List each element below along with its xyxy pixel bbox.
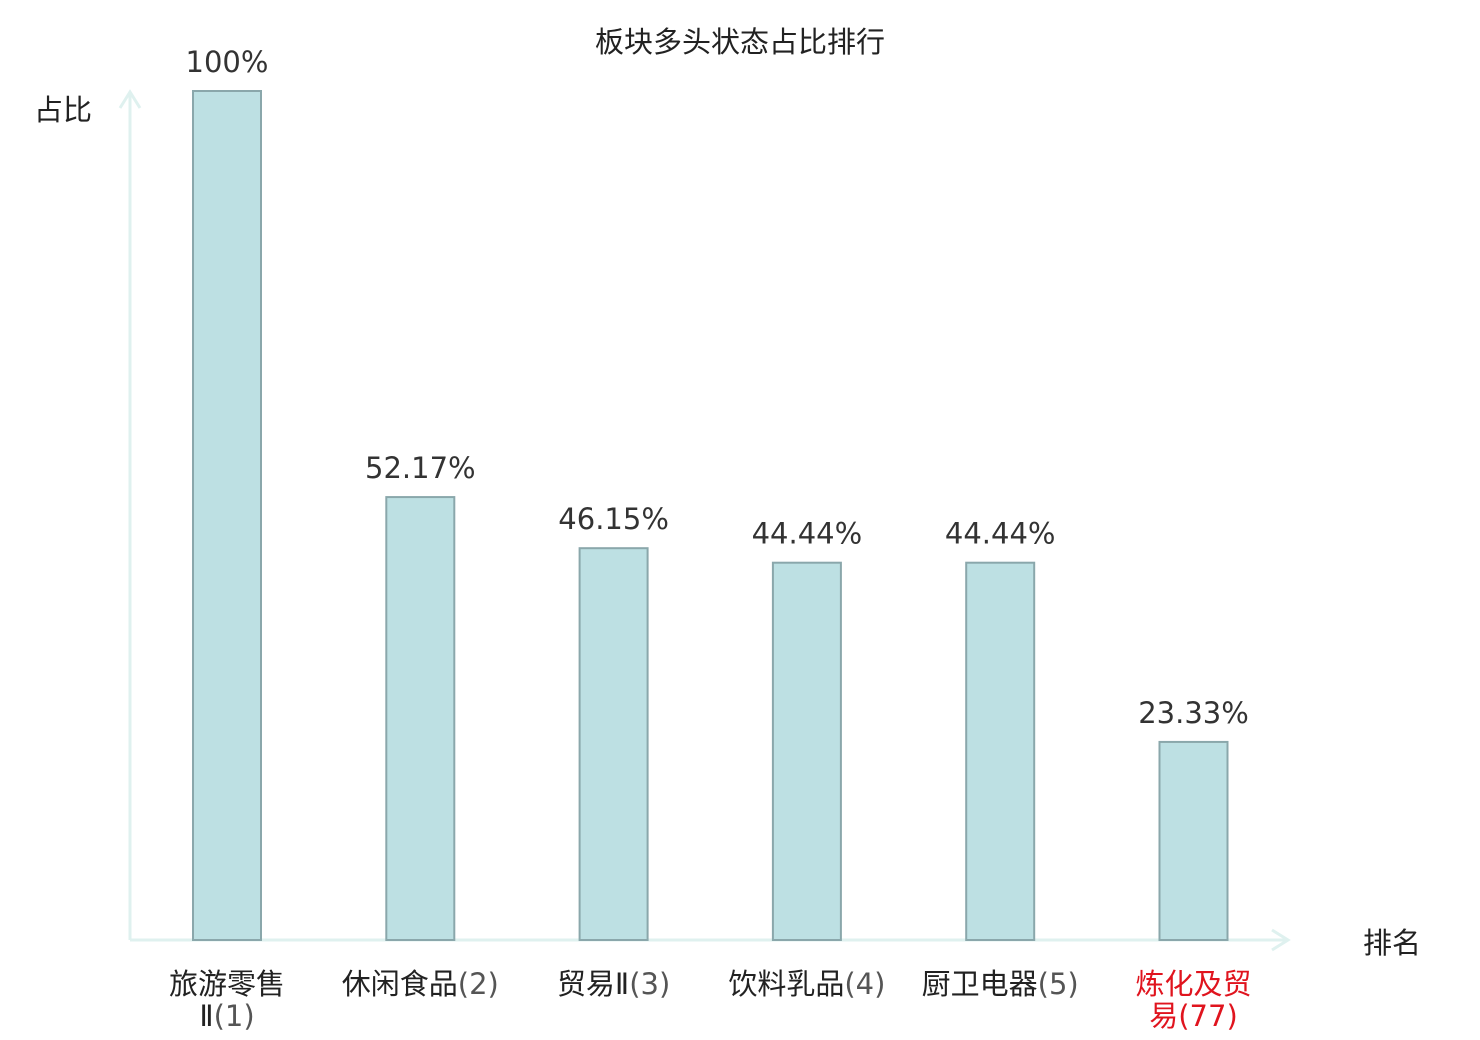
category-rank: (77) [1178, 999, 1238, 1033]
chart-title: 板块多头状态占比排行 [595, 25, 885, 59]
category-label: 休闲食品(2) [342, 967, 499, 1001]
category-rank: (2) [458, 967, 499, 1001]
y-axis-arrow [118, 89, 142, 109]
bar [771, 561, 842, 941]
category-name: 休闲食品 [342, 967, 458, 1001]
category-name-line2: 易 [1149, 999, 1178, 1033]
category-rank: (4) [844, 967, 885, 1001]
category-rank: (3) [629, 967, 670, 1001]
category-name-line2: Ⅱ [199, 999, 213, 1033]
axes [118, 89, 1291, 952]
value-labels: 100% 52.17% 46.15% 44.44% 44.44% 23.33% [186, 45, 1249, 730]
bar [578, 547, 649, 942]
category-rank: (1) [214, 999, 255, 1033]
bars [192, 90, 1229, 942]
category-name: 厨卫电器 [922, 967, 1038, 1001]
category-name: 炼化及贸 [1135, 967, 1251, 1001]
data-label: 46.15% [558, 502, 669, 536]
x-axis-label: 排名 [1363, 926, 1421, 960]
category-name: 饮料乳品 [728, 967, 844, 1001]
data-label: 52.17% [365, 451, 476, 485]
x-axis-arrow [1271, 928, 1291, 952]
data-label: 44.44% [945, 517, 1056, 551]
bar [385, 496, 456, 941]
bar [192, 90, 262, 941]
category-label: 饮料乳品(4) [728, 967, 885, 1001]
bar [965, 561, 1036, 941]
category-label: 厨卫电器(5) [922, 967, 1079, 1001]
category-name: 贸易Ⅱ [557, 967, 629, 1001]
y-axis-label: 占比 [34, 93, 92, 127]
data-label: 23.33% [1138, 696, 1249, 730]
category-name: 旅游零售 [169, 967, 285, 1001]
bar [1158, 740, 1229, 941]
data-label: 44.44% [752, 517, 863, 551]
category-label: 贸易Ⅱ(3) [557, 967, 670, 1001]
category-label: 炼化及贸易(77) [1135, 967, 1251, 1033]
category-rank: (5) [1038, 967, 1079, 1001]
data-label: 100% [186, 45, 269, 79]
category-labels: 旅游零售 Ⅱ(1) 休闲食品(2) 贸易Ⅱ(3) 饮料乳品(4) 厨卫电器(5) 炼化及贸易… [169, 967, 1252, 1033]
category-label: 旅游零售 Ⅱ(1) [169, 967, 285, 1033]
